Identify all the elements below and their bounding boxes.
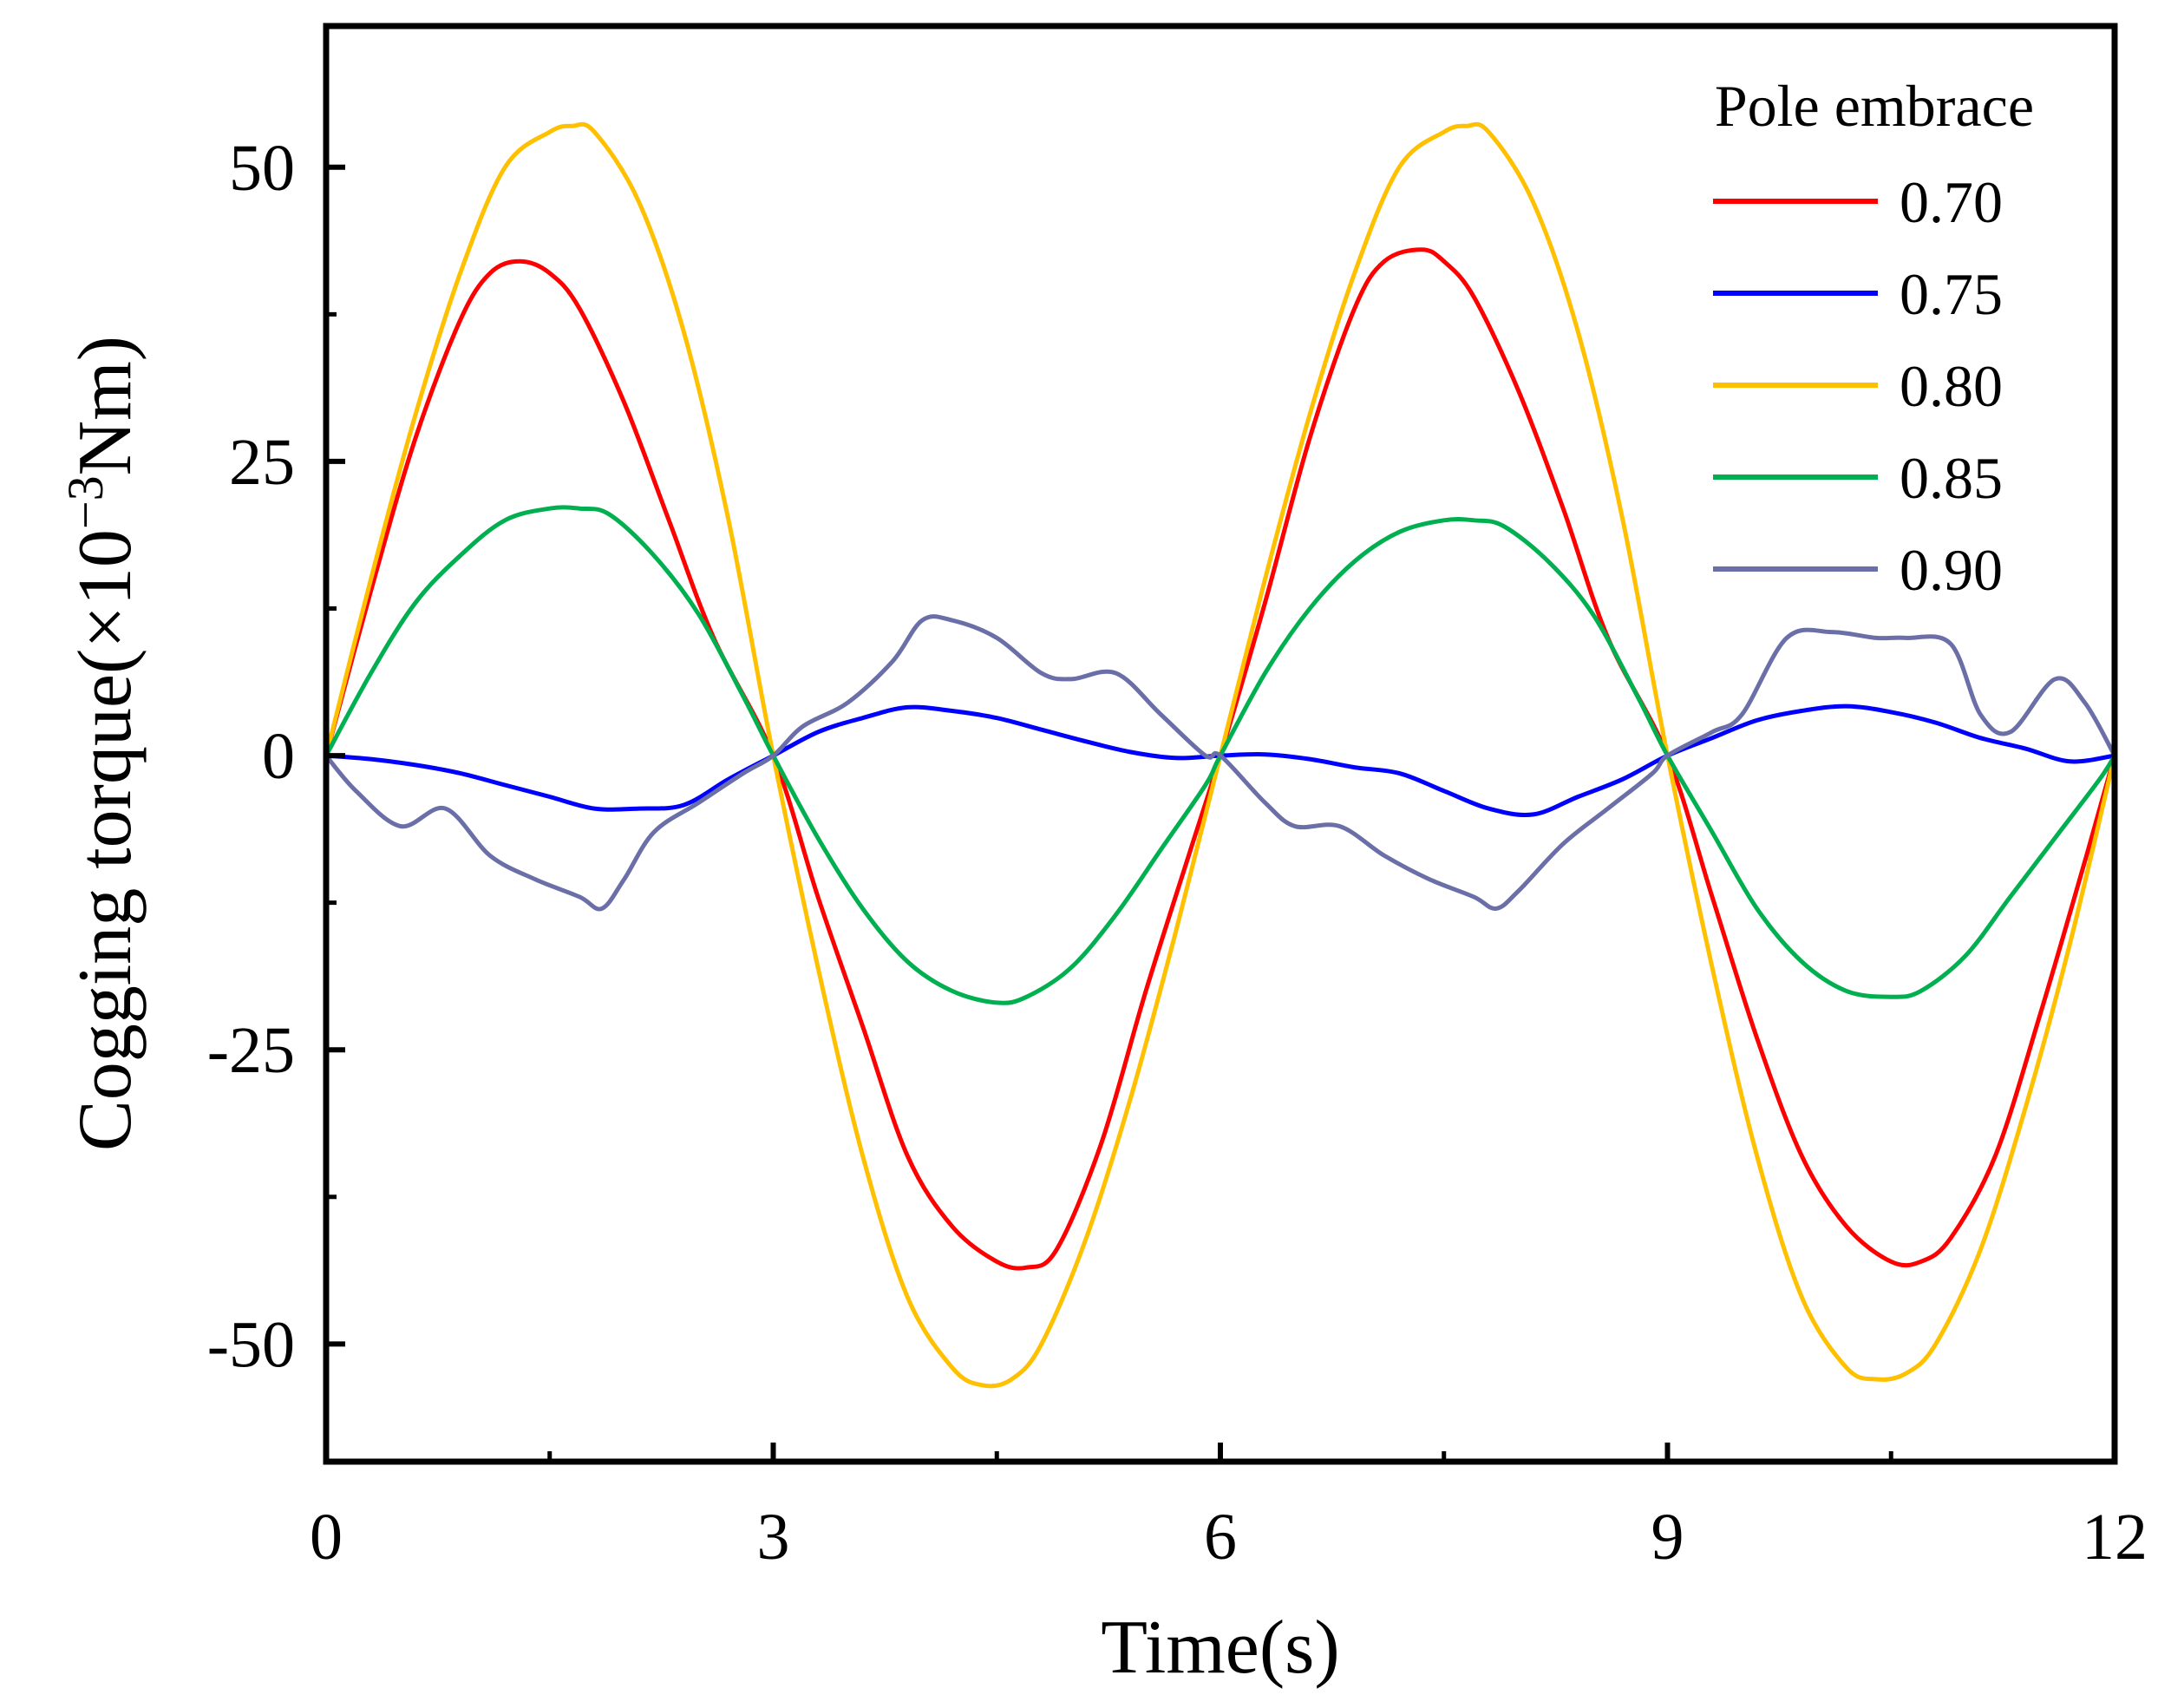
y-axis-title-unit: Nm) — [63, 336, 147, 475]
legend-label-0.75: 0.75 — [1900, 261, 2003, 327]
x-tick-label: 3 — [757, 1501, 790, 1574]
legend-label-0.80: 0.80 — [1900, 353, 2003, 419]
x-axis-title: Time(s) — [1101, 1606, 1339, 1690]
y-tick-label: 25 — [229, 426, 295, 499]
y-axis-title-main: Cogging torque(×10 — [63, 529, 147, 1151]
y-tick-label: -25 — [207, 1014, 295, 1087]
legend-label-0.90: 0.90 — [1900, 537, 2003, 603]
y-tick-label: 50 — [229, 132, 295, 205]
legend-title: Pole embrace — [1715, 73, 2034, 139]
legend-label-0.85: 0.85 — [1900, 445, 2003, 511]
y-axis-title-superscript: −3 — [57, 475, 114, 529]
y-tick-label: -50 — [207, 1308, 295, 1381]
series-layer — [326, 121, 2115, 1389]
y-axis-title: Cogging torque(×10−3Nm) — [57, 336, 147, 1151]
x-tick-label: 0 — [310, 1501, 343, 1574]
x-tick-label: 9 — [1651, 1501, 1684, 1574]
x-tick-label: 12 — [2082, 1501, 2148, 1574]
x-tick-label: 6 — [1204, 1501, 1237, 1574]
legend-label-0.70: 0.70 — [1900, 169, 2003, 235]
tick-layer: 0 3 6 9 12 50 25 0 -25 -50 — [207, 132, 2148, 1574]
legend-items: 0.70 0.75 0.80 0.85 0.90 — [1713, 169, 2003, 603]
series-line-0.90 — [326, 614, 2115, 912]
y-tick-label: 0 — [262, 720, 295, 793]
legend: Pole embrace 0.70 0.75 0.80 0.85 0.90 — [1713, 73, 2034, 603]
